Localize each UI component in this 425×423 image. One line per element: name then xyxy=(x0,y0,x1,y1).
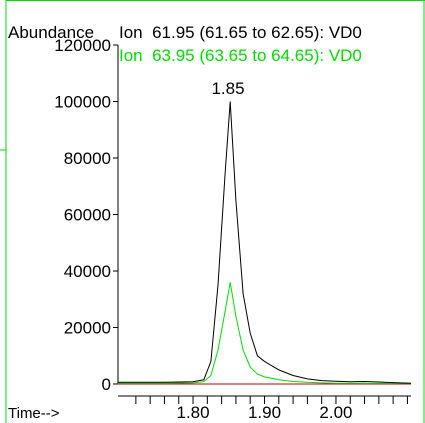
series-line-ion-61 xyxy=(118,101,412,384)
x-axis-title: Time--> xyxy=(8,405,60,422)
peak-label: 1.85 xyxy=(211,79,244,98)
x-tick-label: 1.90 xyxy=(248,403,281,422)
y-tick-label: 100000 xyxy=(54,93,111,112)
y-tick-label: 80000 xyxy=(64,149,111,168)
x-tick-label: 2.00 xyxy=(319,403,352,422)
y-tick-label: 120000 xyxy=(54,36,111,55)
y-axis-title: Abundance xyxy=(8,23,94,42)
y-tick-label: 60000 xyxy=(64,206,111,225)
y-tick-label: 0 xyxy=(102,375,111,394)
series-label-ion-61: Ion 61.95 (61.65 to 62.65): VD0 xyxy=(119,23,362,42)
series-label-ion-63: Ion 63.95 (63.65 to 64.65): VD0 xyxy=(119,46,362,65)
series-line-ion-63 xyxy=(118,282,411,384)
x-axis-ticks: 1.80 1.90 2.00 xyxy=(135,396,408,422)
y-axis-ticks: 0 20000 40000 60000 80000 100000 120000 xyxy=(54,36,118,394)
series-layer xyxy=(118,101,412,385)
y-tick-label: 40000 xyxy=(64,262,111,281)
x-tick-label: 1.80 xyxy=(176,403,209,422)
y-tick-label: 20000 xyxy=(64,319,111,338)
